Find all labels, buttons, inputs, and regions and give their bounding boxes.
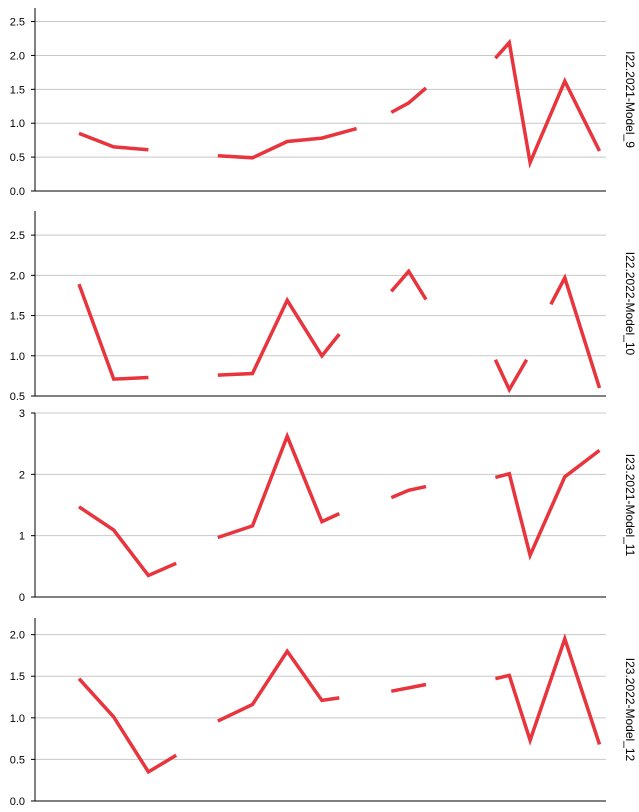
series-line xyxy=(549,273,602,389)
y-tick-label: 0.0 xyxy=(10,796,25,808)
y-tick-label: 1.0 xyxy=(10,351,25,363)
series-line xyxy=(77,677,178,775)
series-line xyxy=(217,431,341,540)
series-line xyxy=(77,283,149,381)
y-tick-label: 1.0 xyxy=(10,118,25,130)
series-line xyxy=(390,86,428,114)
y-tick-label: 0.5 xyxy=(10,152,25,164)
y-tick-label: 2 xyxy=(19,469,25,481)
y-tick-label: 0.5 xyxy=(10,754,25,766)
y-tick-label: 2.0 xyxy=(10,50,25,62)
series-line xyxy=(217,126,358,160)
y-tick-label: 2.0 xyxy=(10,630,25,642)
series-line xyxy=(78,505,177,578)
y-tick-label: 1 xyxy=(19,531,25,543)
panel-label: I22.2021-Model_9 xyxy=(623,51,637,148)
series-line xyxy=(493,358,529,394)
y-tick-label: 1.5 xyxy=(10,311,25,323)
panel-2: 0.5 1.0 1.5 2.0 2.5 I22.2022-Model_10 xyxy=(10,211,637,403)
y-tick-label: 0.0 xyxy=(10,186,25,198)
y-tick-label: 1.5 xyxy=(10,671,25,683)
y-tick-label: 0 xyxy=(19,592,25,604)
series-line xyxy=(389,268,428,301)
y-tick-label: 2.5 xyxy=(10,17,25,29)
y-tick-label: 1.5 xyxy=(10,84,25,96)
panel-3: 0 1 2 3 I23.2021-Model_11 xyxy=(19,408,637,604)
panel-4: 0.0 0.5 1.0 1.5 2.0 I23.2022-Model_12 xyxy=(10,618,637,808)
series-line xyxy=(390,682,427,693)
panel-label: I22.2022-Model_10 xyxy=(623,252,637,356)
panel-label: I23.2021-Model_11 xyxy=(623,454,637,557)
series-line xyxy=(217,648,340,723)
series-line xyxy=(494,449,601,561)
panel-1: 0.0 0.5 1.0 1.5 2.0 2.5 I22.2021-Model_9 xyxy=(10,8,637,198)
y-tick-label: 2.0 xyxy=(10,270,25,282)
series-line xyxy=(217,296,341,377)
series-line xyxy=(494,633,602,746)
y-tick-label: 1.0 xyxy=(10,713,25,725)
series-line xyxy=(78,131,149,152)
panel-label: I23.2022-Model_12 xyxy=(623,658,637,762)
y-tick-label: 3 xyxy=(19,408,25,420)
series-line xyxy=(494,38,602,169)
series-line xyxy=(390,484,427,500)
y-tick-label: 2.5 xyxy=(10,230,25,242)
y-tick-label: 0.5 xyxy=(10,391,25,403)
